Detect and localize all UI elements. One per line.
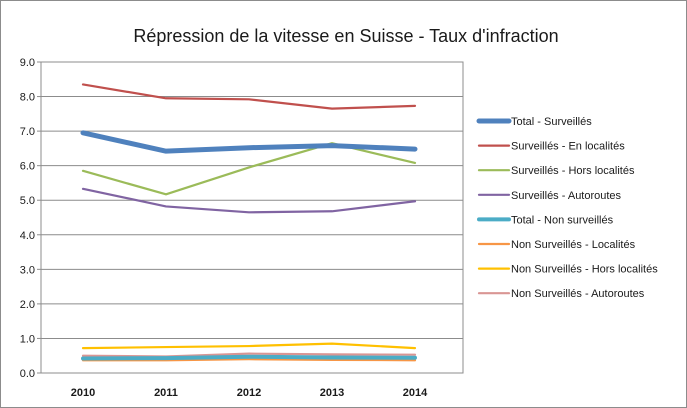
legend-entry: Surveillés - En localités	[511, 141, 625, 153]
y-tick-label: 9.0	[20, 57, 35, 69]
legend-entry: Total - Surveillés	[511, 116, 592, 128]
y-tick-label: 0.0	[20, 368, 35, 380]
plot-area: 0.0 1.0 2.0 3.0 4.0 5.0 6.0 7.0 8.0 9.0 2010 2011 20…	[20, 57, 464, 399]
y-tick-label: 8.0	[20, 92, 35, 104]
x-tick-label: 2013	[320, 387, 344, 399]
chart-title: Répression de la vitesse en Suisse - Tau…	[133, 26, 558, 46]
series-line-8	[81, 352, 417, 358]
x-tick-label: 2010	[71, 387, 95, 399]
y-tick-label: 6.0	[20, 161, 35, 173]
legend-entry: Non Surveillés - Autoroutes	[511, 288, 645, 300]
x-tick-label: 2011	[154, 387, 178, 399]
legend-entry: Non Surveillés - Localités	[511, 239, 636, 251]
x-tick-label: 2014	[403, 387, 428, 399]
legend: Total - Surveillés Surveillés - En locali…	[476, 116, 658, 300]
legend-entry: Surveillés - Hors localités	[511, 165, 635, 177]
series-line-1	[80, 130, 418, 154]
series-line-5	[81, 354, 417, 361]
legend-entry: Non Surveillés - Hors localités	[511, 264, 658, 276]
y-tick-label: 4.0	[20, 230, 35, 242]
series-line-4	[81, 187, 417, 214]
legend-entry: Total - Non surveillés	[511, 214, 614, 226]
y-tick-label: 5.0	[20, 195, 35, 207]
series-line-3	[81, 142, 417, 196]
series-line-2	[81, 83, 417, 110]
plot-border	[40, 61, 464, 374]
legend-entry: Surveillés - Autoroutes	[511, 190, 622, 202]
y-tick-label: 2.0	[20, 299, 35, 311]
y-tick-label: 1.0	[20, 333, 35, 345]
y-tick-label: 7.0	[20, 126, 35, 138]
y-tick-label: 3.0	[20, 264, 35, 276]
series-line-7	[81, 342, 417, 350]
x-tick-label: 2012	[237, 387, 261, 399]
